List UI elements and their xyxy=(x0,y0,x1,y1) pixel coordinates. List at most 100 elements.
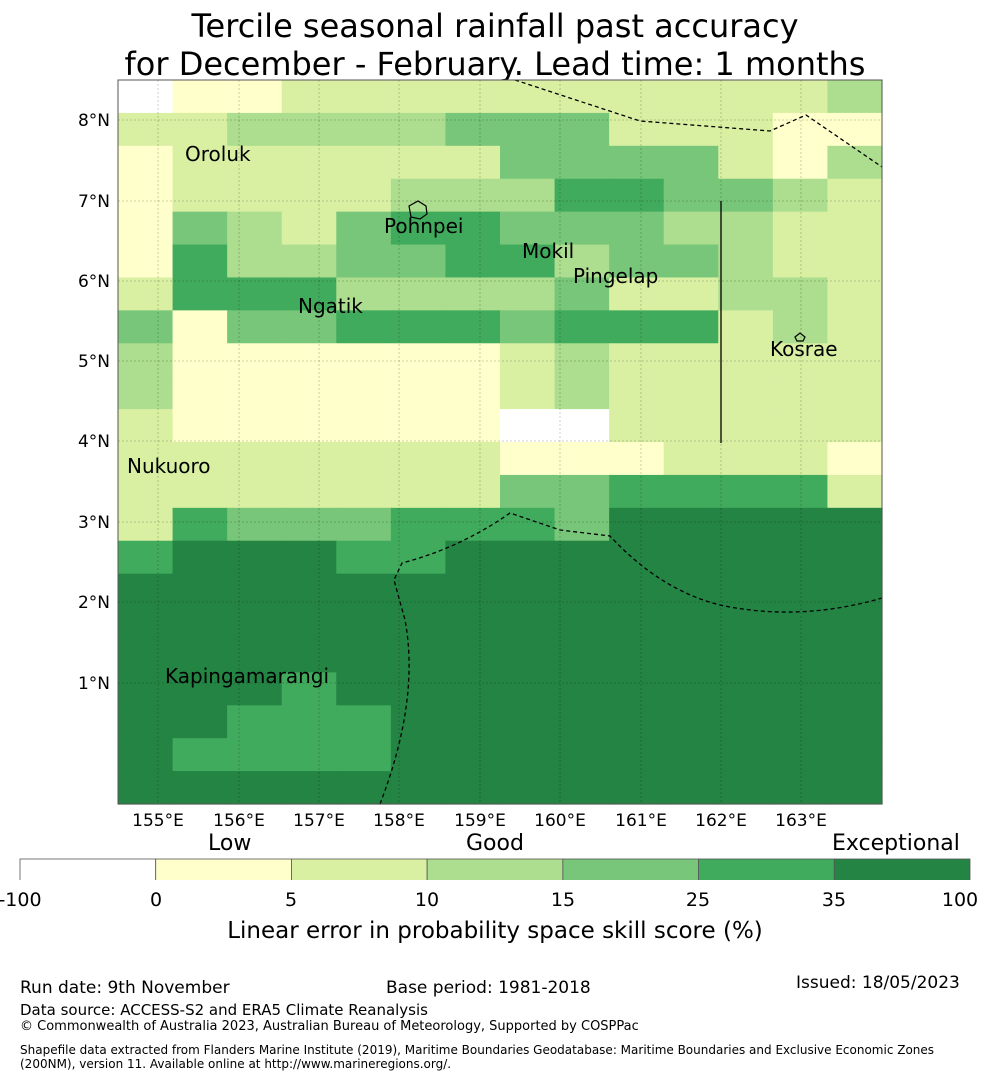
grid-cell xyxy=(281,178,337,213)
grid-cell xyxy=(827,310,883,344)
grid-cell xyxy=(663,738,719,772)
grid-cell xyxy=(500,244,556,279)
grid-cell xyxy=(281,606,337,641)
grid-cell xyxy=(281,573,337,608)
grid-cell xyxy=(118,672,174,706)
grid-cell xyxy=(827,409,883,443)
grid-cell xyxy=(718,145,774,180)
eez-boundary-north xyxy=(514,79,883,168)
grid-cell xyxy=(336,738,392,772)
grid-cell xyxy=(281,112,337,147)
grid-cell xyxy=(445,277,501,311)
grid-cell xyxy=(281,442,337,476)
grid-cell xyxy=(609,639,665,673)
grid-cell xyxy=(336,573,392,608)
grid-cell xyxy=(281,376,337,410)
grid-cell xyxy=(663,145,719,180)
grid-cell xyxy=(227,343,283,377)
place-label-oroluk: Oroluk xyxy=(185,142,251,166)
grid-cell xyxy=(281,409,337,443)
grid-cell xyxy=(718,639,774,673)
grid-cell xyxy=(336,145,392,180)
grid-cell xyxy=(336,507,392,542)
grid-cell xyxy=(172,310,228,344)
grid-cell xyxy=(172,376,228,410)
grid-cell xyxy=(172,771,228,805)
grid-cell xyxy=(772,639,829,673)
grid-cell xyxy=(390,474,447,509)
grid-cell xyxy=(336,343,392,377)
grid-cell xyxy=(718,507,774,542)
grid-cell xyxy=(336,409,392,443)
grid-cell xyxy=(718,80,774,114)
place-label-pohnpei: Pohnpei xyxy=(384,214,464,238)
pohnpei-island-outline xyxy=(408,200,428,220)
place-labels: Oroluk Pohnpei Mokil Pingelap Ngatik Kos… xyxy=(127,142,838,688)
grid-cell xyxy=(500,507,556,542)
lat-label: 4°N xyxy=(78,432,110,452)
grid-cell xyxy=(390,211,447,246)
grid-cell xyxy=(718,211,774,246)
lon-label: 157°E xyxy=(293,811,345,831)
lat-label: 6°N xyxy=(78,272,110,292)
grid-cell xyxy=(445,112,501,147)
grid-cell xyxy=(227,409,283,443)
grid-cell xyxy=(227,80,283,114)
title-line-2: for December - February. Lead time: 1 mo… xyxy=(124,45,866,83)
grid-cell xyxy=(772,244,829,279)
grid-cell xyxy=(118,474,174,509)
grid-cell xyxy=(718,606,774,641)
grid-cell xyxy=(390,639,447,673)
grid-cell xyxy=(554,145,610,180)
grid-cell xyxy=(663,211,719,246)
grid-cell xyxy=(445,705,501,739)
grid-cell xyxy=(390,705,447,739)
grid-cell xyxy=(609,771,665,805)
grid-cell xyxy=(172,738,228,772)
grid-cell xyxy=(445,738,501,772)
grid-cell xyxy=(718,771,774,805)
grid-cell xyxy=(827,474,883,509)
data-source: Data source: ACCESS-S2 and ERA5 Climate … xyxy=(20,1001,428,1019)
grid-cell xyxy=(390,80,447,114)
grid-cell xyxy=(609,376,665,410)
grid-cell xyxy=(554,310,610,344)
place-label-kosrae: Kosrae xyxy=(770,337,838,361)
grid-cell xyxy=(663,376,719,410)
grid-cell xyxy=(772,409,829,443)
colorbar-tick-label: 100 xyxy=(941,889,979,911)
grid-cell xyxy=(336,80,392,114)
grid-cell xyxy=(663,507,719,542)
grid-cell xyxy=(718,442,774,476)
grid-cell xyxy=(390,540,447,575)
grid-cell xyxy=(172,211,228,246)
grid-cell xyxy=(227,442,283,476)
grid-cell xyxy=(281,145,337,180)
grid-cell xyxy=(554,442,610,476)
grid-cell xyxy=(772,507,829,542)
grid-cell xyxy=(281,672,337,706)
latitude-labels: 8°N 7°N 6°N 5°N 4°N 3°N 2°N 1°N xyxy=(78,111,110,694)
grid-cell xyxy=(827,178,883,213)
grid-cell xyxy=(827,639,883,673)
grid-cell xyxy=(390,178,447,213)
legend-exceptional-label: Exceptional xyxy=(832,831,960,856)
grid-cell xyxy=(554,639,610,673)
grid-cell xyxy=(772,277,829,311)
grid-cell xyxy=(772,606,829,641)
grid-cell xyxy=(445,639,501,673)
grid-cell xyxy=(663,277,719,311)
grid-cell xyxy=(390,672,447,706)
grid-cell xyxy=(772,705,829,739)
grid-cell xyxy=(445,442,501,476)
grid-cell xyxy=(227,540,283,575)
grid-cell xyxy=(663,705,719,739)
grid-cell xyxy=(390,771,447,805)
lat-label: 1°N xyxy=(78,674,110,694)
grid-cell xyxy=(609,178,665,213)
grid-cell xyxy=(390,277,447,311)
colorbar-tick-label: 35 xyxy=(821,889,847,911)
skill-grid xyxy=(118,80,883,805)
grid-cell xyxy=(445,672,501,706)
grid-cell xyxy=(227,606,283,641)
